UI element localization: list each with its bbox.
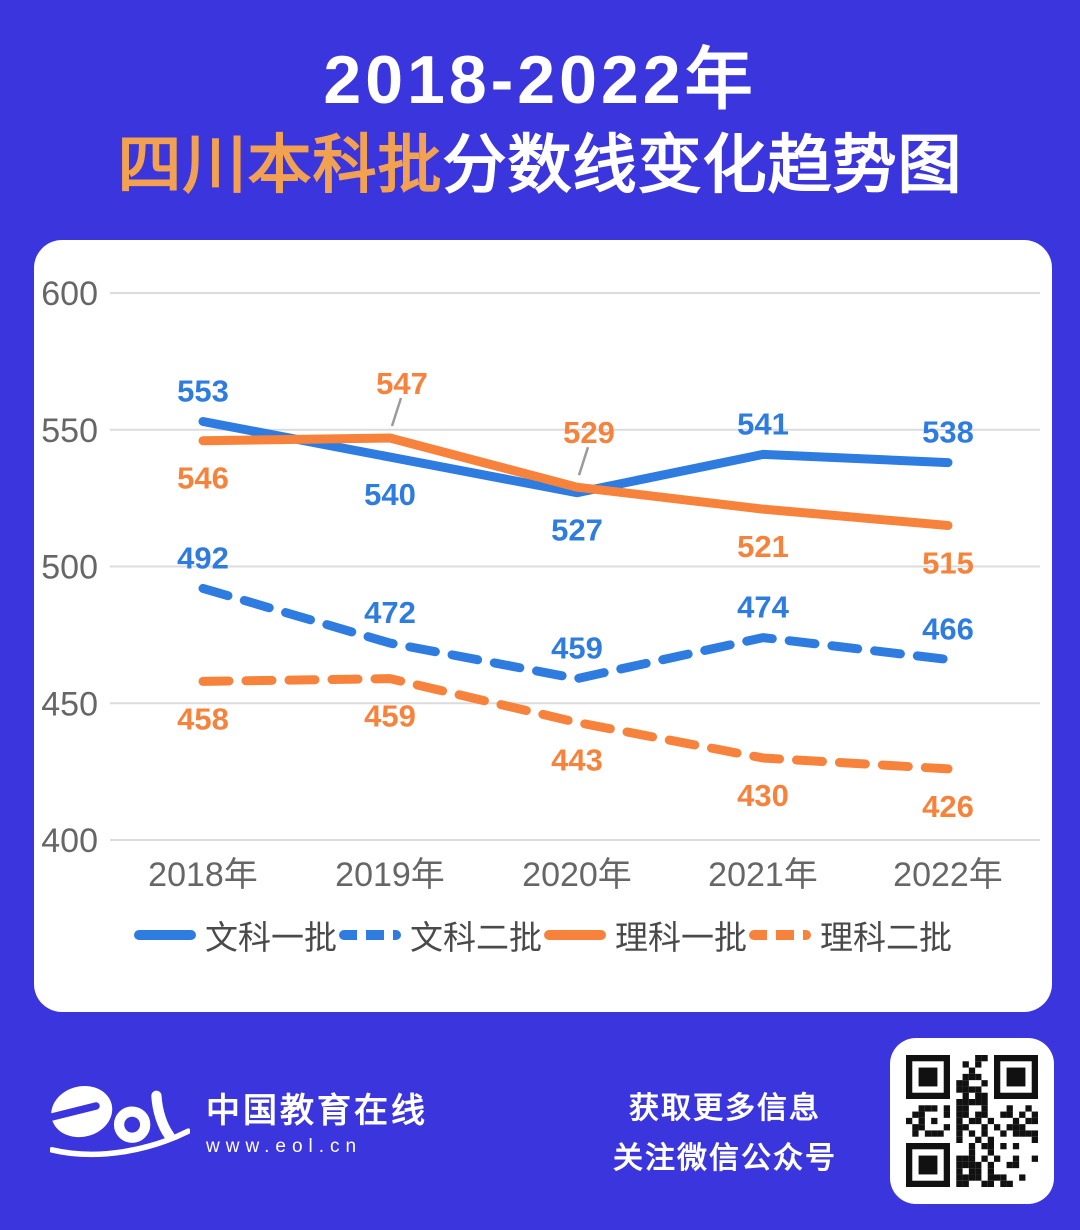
data-label: 426 — [922, 789, 974, 824]
brand-url: www.eol.cn — [206, 1135, 363, 1157]
legend-item-理科一批: 理科一批 — [544, 911, 747, 959]
data-label: 459 — [364, 699, 416, 734]
x-tick-label: 2022年 — [893, 856, 1003, 894]
legend-swatch-solid — [134, 930, 196, 940]
data-label: 515 — [922, 545, 974, 580]
y-tick-label: 450 — [41, 685, 98, 723]
page-title-line2: 四川本科批分数线变化趋势图 — [0, 114, 1080, 206]
y-tick-label: 550 — [41, 412, 98, 450]
wechat-info-line1: 获取更多信息 — [629, 1092, 821, 1125]
legend-swatch-dashed — [339, 930, 401, 940]
data-label: 458 — [177, 701, 229, 736]
data-label: 553 — [177, 374, 229, 409]
data-label: 521 — [737, 529, 789, 564]
qr-code-pattern — [906, 1055, 1038, 1187]
wechat-info-line2: 关注微信公众号 — [613, 1142, 837, 1175]
legend-label: 文科二批 — [410, 919, 542, 956]
data-label: 546 — [177, 461, 229, 496]
series-line-文科一批 — [198, 417, 953, 498]
chart-card: 400 450 500 550 600 2018年 2019年 2020年 2021年 2022年… — [34, 240, 1052, 1012]
x-tick-label: 2021年 — [708, 856, 818, 894]
legend-item-理科二批: 理科二批 — [749, 911, 952, 959]
series-line-理科一批 — [198, 433, 953, 530]
legend-label: 文科一批 — [205, 919, 337, 956]
y-tick-label: 500 — [41, 549, 98, 587]
chart-legend: 文科一批 文科二批 理科一批 理科二批 — [34, 908, 1052, 962]
x-tick-label: 2019年 — [335, 856, 445, 894]
data-label: 541 — [737, 406, 789, 441]
label-leader-line — [390, 397, 403, 427]
data-label: 459 — [551, 631, 603, 666]
qr-code — [890, 1038, 1054, 1204]
y-tick-label: 400 — [41, 822, 98, 860]
data-label: 540 — [364, 477, 416, 512]
line-chart: 400 450 500 550 600 2018年 2019年 2020年 2021年 2022年… — [41, 275, 1040, 894]
legend-label: 理科一批 — [615, 919, 747, 956]
legend-swatch-solid — [544, 930, 606, 940]
wechat-info: 获取更多信息 关注微信公众号 — [545, 1084, 905, 1184]
label-leader-line — [577, 446, 590, 476]
brand: 中国教育在线 www.eol.cn — [50, 1078, 428, 1162]
data-label: 430 — [737, 778, 789, 813]
data-label: 443 — [551, 742, 603, 777]
y-tick-label: 600 — [41, 275, 98, 313]
data-label: 492 — [177, 540, 229, 575]
series-line-理科二批 — [198, 674, 953, 774]
legend-item-文科二批: 文科二批 — [339, 911, 542, 959]
title-highlight: 四川本科批 — [117, 129, 443, 201]
data-label: 474 — [737, 590, 789, 625]
title-rest: 分数线变化趋势图 — [442, 129, 963, 201]
data-label: 538 — [922, 415, 974, 450]
legend-item-文科一批: 文科一批 — [134, 911, 337, 959]
data-label: 529 — [563, 415, 615, 450]
data-label: 527 — [551, 513, 603, 548]
page-title-line1: 2018-2022年 — [323, 42, 757, 118]
data-label: 466 — [922, 611, 974, 646]
brand-name: 中国教育在线 — [206, 1091, 428, 1130]
legend-swatch-dashed — [749, 930, 811, 940]
data-label: 472 — [364, 595, 416, 630]
x-tick-label: 2020年 — [522, 856, 632, 894]
eol-logo-icon — [50, 1086, 190, 1158]
brand-text: 中国教育在线 www.eol.cn — [206, 1083, 428, 1158]
legend-label: 理科二批 — [820, 919, 952, 956]
data-label: 547 — [376, 366, 428, 401]
x-tick-label: 2018年 — [148, 856, 258, 894]
series-line-文科二批 — [198, 583, 953, 684]
